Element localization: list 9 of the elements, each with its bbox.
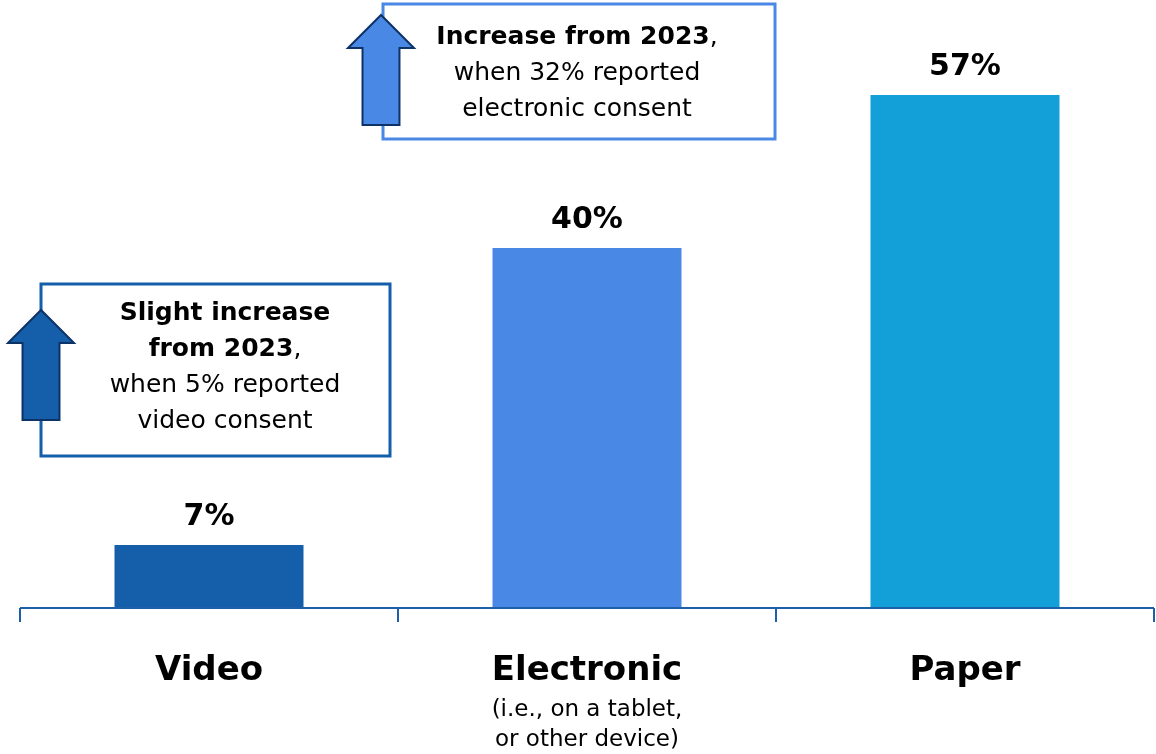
text: (i.e., on a tablet, or other device) [491, 695, 683, 751]
data-label: 57% [929, 47, 1001, 82]
annotation: Increase from 2023, when 32% reported electronic consent [436, 21, 718, 122]
annotation: Slight increase from 2023, when 5% reported video consent [109, 297, 341, 434]
x-tick-label: Paper [909, 648, 1021, 688]
data-label: 40% [551, 200, 623, 235]
data-label: 7% [183, 497, 235, 532]
x-tick-label: Electronic [491, 648, 683, 688]
x-tick-label: Video [154, 648, 264, 688]
